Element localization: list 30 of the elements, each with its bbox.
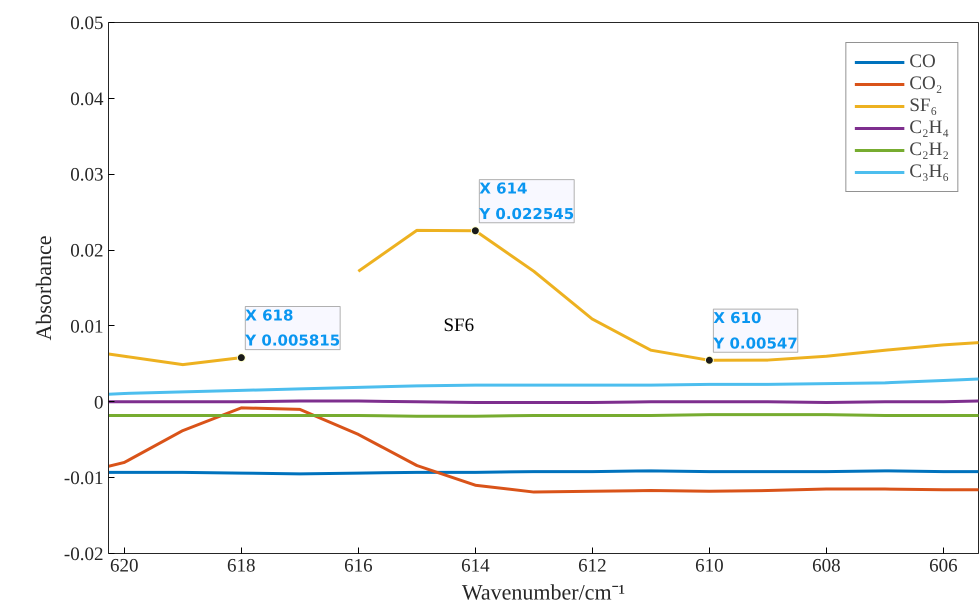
y-tick-label: 0.05 bbox=[70, 13, 104, 34]
y-tick-label: 0.04 bbox=[70, 88, 104, 110]
line-series bbox=[108, 406, 978, 494]
y-tick-label: -0.01 bbox=[64, 468, 104, 490]
y-tick-label: 0.02 bbox=[70, 240, 104, 262]
x-axis-title: Wavenumber/cm⁻¹ bbox=[462, 580, 626, 604]
x-tick-label: 612 bbox=[578, 556, 607, 576]
legend-label: CO bbox=[909, 51, 936, 73]
x-tick-label: 614 bbox=[461, 556, 490, 576]
line-series bbox=[108, 378, 978, 396]
y-tick-label: 0.03 bbox=[70, 164, 104, 186]
x-tick-label: 620 bbox=[110, 556, 139, 576]
annotation: X 610 Y 0.00547 bbox=[712, 309, 798, 352]
y-tick-label: 0.01 bbox=[70, 316, 104, 338]
x-tick-label: 606 bbox=[929, 556, 958, 576]
legend-label: SF₆ bbox=[909, 95, 938, 117]
y-axis-title: Absorbance bbox=[30, 235, 56, 341]
legend-label: C₂H₂ bbox=[909, 139, 949, 161]
x-tick-label: 610 bbox=[695, 556, 724, 576]
x-tick-label: 608 bbox=[812, 556, 841, 576]
x-tick-label: 616 bbox=[344, 556, 373, 576]
annotation: X 614 Y 0.022545 bbox=[478, 180, 574, 223]
annotation: X 618 Y 0.005815 bbox=[244, 306, 340, 350]
x-tick-label: 618 bbox=[227, 556, 256, 576]
annotation: SF6 bbox=[443, 314, 474, 336]
y-tick-label: 0 bbox=[94, 392, 104, 414]
legend-label: C₃H₆ bbox=[909, 161, 949, 183]
y-tick-label: -0.02 bbox=[64, 544, 104, 565]
legend-label: CO₂ bbox=[909, 73, 942, 95]
legend-label: C₂H₄ bbox=[909, 117, 949, 139]
